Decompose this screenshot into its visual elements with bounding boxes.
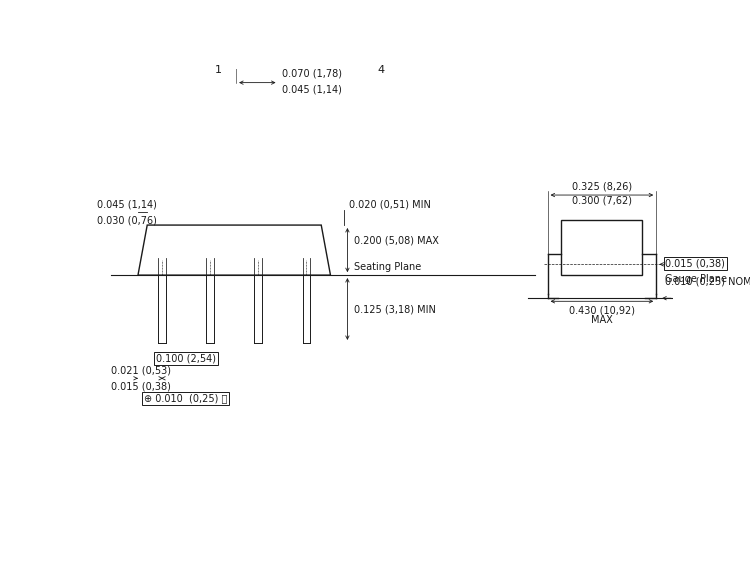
Text: 0.015 (0,38): 0.015 (0,38) [665,258,725,269]
Text: 0.015 (0,38): 0.015 (0,38) [111,382,171,391]
Text: 0.021 (0,53): 0.021 (0,53) [111,365,171,375]
Text: Gauge Plane: Gauge Plane [665,273,728,284]
Text: 0.020 (0,51) MIN: 0.020 (0,51) MIN [349,199,430,210]
Text: 0.200 (5,08) MAX: 0.200 (5,08) MAX [353,236,439,245]
Text: 0.045 (1,14): 0.045 (1,14) [281,84,341,94]
Bar [309,6,332,22]
Text: 0.325 (8,26): 0.325 (8,26) [572,181,632,191]
Bar [267,6,290,22]
Bar [562,219,642,275]
Bar [215,0,384,6]
Text: 0.100 (2,54): 0.100 (2,54) [156,354,216,363]
Text: 4: 4 [377,65,384,75]
Text: 0.125 (3,18) MIN: 0.125 (3,18) MIN [353,304,436,314]
Text: 0.045 (1,14): 0.045 (1,14) [98,199,157,210]
Text: 0.300 (7,62): 0.300 (7,62) [572,196,632,206]
Text: 0.430 (10,92): 0.430 (10,92) [569,306,635,316]
Text: Seating Plane: Seating Plane [353,262,421,272]
Text: 0.030 (0,76): 0.030 (0,76) [98,215,157,225]
Text: MAX: MAX [591,315,613,325]
Text: 0.070 (1,78): 0.070 (1,78) [281,68,341,78]
Text: 1: 1 [215,65,222,75]
Polygon shape [138,225,331,275]
Text: 0.010 (0,25) NOM: 0.010 (0,25) NOM [665,276,750,286]
Bar [352,6,375,22]
Text: ⊕ 0.010  (0,25) Ⓜ: ⊕ 0.010 (0,25) Ⓜ [144,393,227,403]
Bar [224,6,248,22]
